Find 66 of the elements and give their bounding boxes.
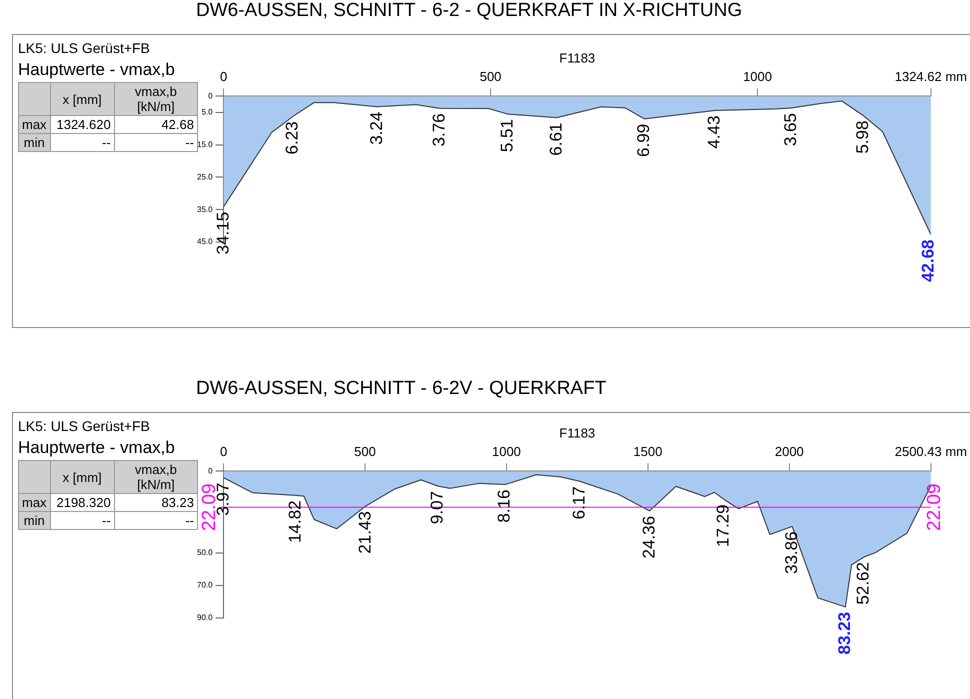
data-label: 34.15 xyxy=(213,212,232,254)
chart-title: DW6-AUSSEN, SCHNITT - 6-2V - QUERKRAFT xyxy=(196,378,606,400)
x-axis-title: F1183 xyxy=(559,50,596,66)
text: 22.09 xyxy=(924,483,946,532)
data-label: 5.51 xyxy=(497,119,516,152)
y-tick-label: 35.0 xyxy=(196,204,214,214)
x-tick-label: 0 xyxy=(220,68,228,84)
data-label: 33.86 xyxy=(782,531,801,574)
y-tick-label: 90.0 xyxy=(196,613,214,622)
x-tick-label: 0 xyxy=(220,444,228,459)
x-tick-label: 500 xyxy=(354,444,376,459)
x-tick-label: 1000 xyxy=(492,444,521,459)
text: 1324.620 xyxy=(50,116,114,134)
data-label: 9.07 xyxy=(427,490,446,524)
y-tick-label: 0 xyxy=(208,91,214,100)
text: max xyxy=(18,494,50,512)
text: -- xyxy=(114,512,198,530)
text: min xyxy=(18,134,50,152)
text: -- xyxy=(50,134,114,152)
x-tick-label: 1500 xyxy=(633,444,662,459)
data-label: 42.68 xyxy=(918,239,938,282)
text: -- xyxy=(50,512,114,530)
text: Hauptwerte - vmax,b xyxy=(18,60,176,80)
text: LK5: ULS Gerüst+FB xyxy=(18,40,151,56)
x-tick-label: 1324.62 mm xyxy=(894,68,967,84)
text: LK5: ULS Gerüst+FB xyxy=(18,418,151,434)
x-tick-label: 2000 xyxy=(774,444,804,459)
data-label: 3.76 xyxy=(430,113,449,146)
data-label: 3.24 xyxy=(367,112,386,145)
text: max xyxy=(18,116,50,134)
data-label: 6.61 xyxy=(546,122,566,156)
text: 83.23 xyxy=(114,494,198,512)
text: Hauptwerte - vmax,b xyxy=(18,438,176,458)
y-tick-label: 0 xyxy=(208,466,214,476)
text: 2198.320 xyxy=(50,494,114,512)
x-tick-label: 2500.43 mm xyxy=(894,444,967,459)
data-label: 3.65 xyxy=(780,113,800,146)
data-label: 17.29 xyxy=(714,504,733,547)
y-tick-label: 25.0 xyxy=(196,172,214,182)
text: -- xyxy=(114,134,198,152)
data-label: 24.36 xyxy=(639,516,658,558)
data-label: 21.43 xyxy=(355,511,374,554)
text: min xyxy=(18,512,50,530)
text: x [mm] xyxy=(50,82,114,116)
data-label: 4.43 xyxy=(704,116,724,149)
data-label: 52.62 xyxy=(854,562,873,605)
y-tick-label: 45.0 xyxy=(196,237,214,246)
text: vmax,b [kN/m] xyxy=(114,460,198,494)
data-label: 8.16 xyxy=(494,490,514,523)
text: vmax,b [kN/m] xyxy=(114,82,198,116)
x-tick-label: 500 xyxy=(480,68,502,84)
data-label: 14.82 xyxy=(285,500,304,543)
x-axis-title: F1183 xyxy=(559,425,596,440)
y-tick-label: 70.0 xyxy=(196,580,214,590)
text: x [mm] xyxy=(50,460,114,494)
y-tick-label: 5.0 xyxy=(201,108,214,117)
data-label: 83.23 xyxy=(835,612,854,655)
y-tick-label: 50.0 xyxy=(196,548,214,557)
x-tick-label: 1000 xyxy=(743,68,772,84)
data-label: 5.98 xyxy=(852,120,872,154)
data-label: 6.99 xyxy=(634,124,654,157)
data-label: 6.17 xyxy=(569,486,588,520)
text: 42.68 xyxy=(114,116,198,134)
chart-title: DW6-AUSSEN, SCHNITT - 6-2 - QUERKRAFT IN X-RICHTUNG xyxy=(196,0,742,22)
data-label: 6.23 xyxy=(282,121,302,154)
y-tick-label: 15.0 xyxy=(196,140,214,150)
